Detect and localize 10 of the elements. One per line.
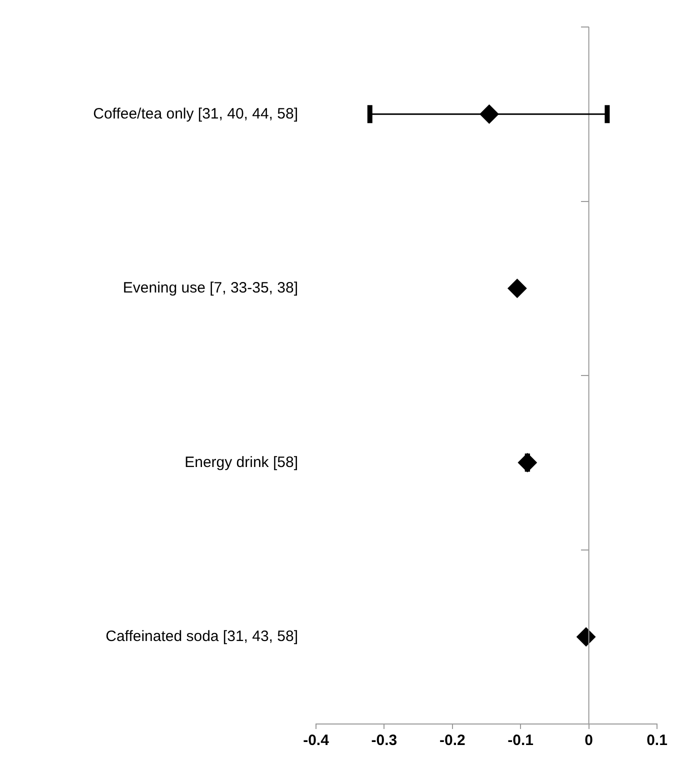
x-tick-label: -0.2: [439, 732, 466, 750]
x-tick-label: -0.1: [508, 732, 534, 750]
y-tick-label: Energy drink [58]: [184, 454, 298, 471]
x-tick-label: -0.4: [303, 732, 330, 750]
y-tick-label: Coffee/tea only [31, 40, 44, 58]: [93, 105, 298, 122]
x-tick-label: 0.1: [646, 732, 668, 750]
y-tick-label: Evening use [7, 33-35, 38]: [122, 280, 298, 297]
x-tick-label: -0.3: [371, 732, 398, 750]
x-tick-label: 0: [584, 732, 593, 750]
y-tick-label: Caffeinated soda [31, 43, 58]: [106, 628, 298, 646]
